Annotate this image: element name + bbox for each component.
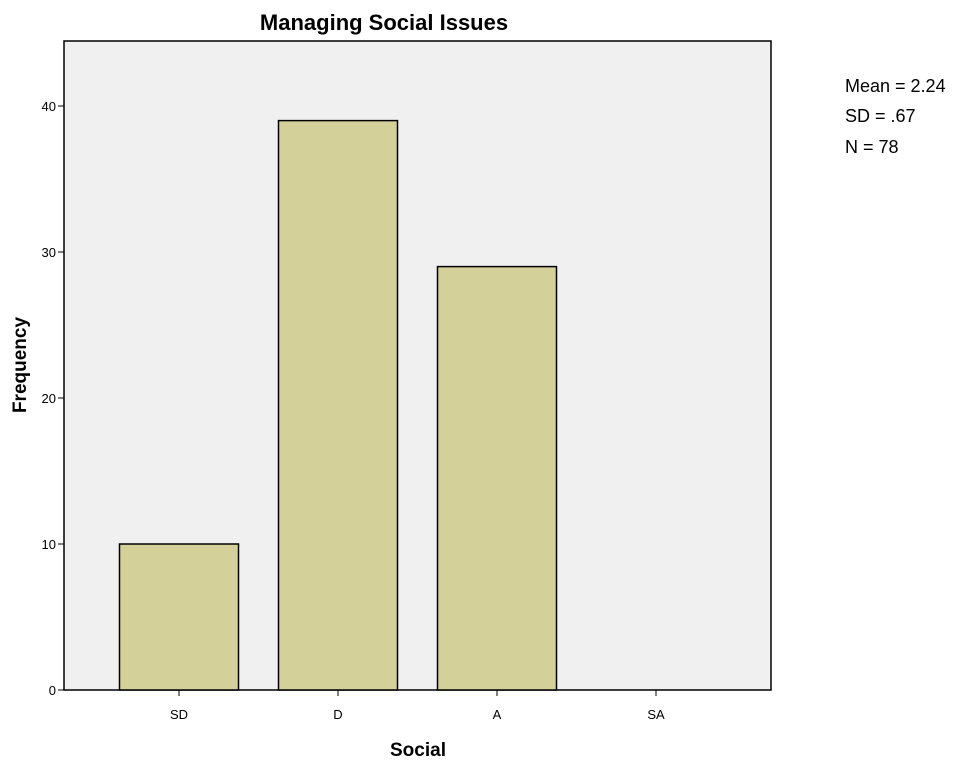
- y-tick-label-20: 20: [42, 391, 56, 406]
- bar-sd: [118, 543, 240, 691]
- x-tick-label-a: A: [493, 707, 502, 722]
- y-tick-label-10: 10: [42, 537, 56, 552]
- bar-d: [277, 119, 399, 691]
- stats-box: Mean = 2.24 SD = .67 N = 78: [845, 76, 946, 157]
- x-tick-label-sa: SA: [647, 707, 665, 722]
- y-axis: 0 10 20 30 40: [42, 99, 64, 698]
- bars-layer: [118, 119, 558, 691]
- x-tick-label-d: D: [333, 707, 342, 722]
- y-tick-label-30: 30: [42, 245, 56, 260]
- stat-mean: Mean = 2.24: [845, 76, 946, 96]
- x-axis: SD D A SA: [170, 690, 665, 722]
- stat-sd: SD = .67: [845, 106, 916, 126]
- y-tick-label-40: 40: [42, 99, 56, 114]
- x-axis-title: Social: [390, 740, 446, 760]
- x-tick-label-sd: SD: [170, 707, 188, 722]
- stat-n: N = 78: [845, 137, 899, 157]
- bar-a: [436, 265, 558, 691]
- chart-title: Managing Social Issues: [260, 10, 508, 35]
- y-axis-title: Frequency: [10, 317, 31, 414]
- y-tick-label-0: 0: [49, 683, 56, 698]
